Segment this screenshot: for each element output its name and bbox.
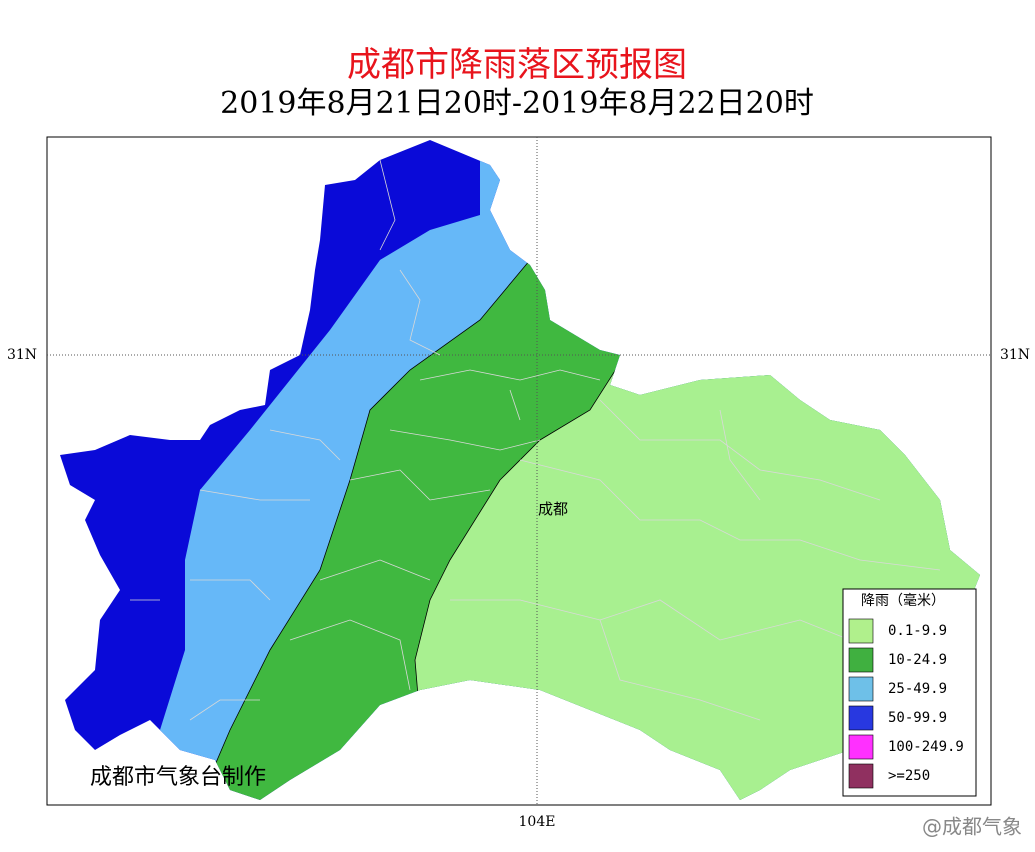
lat-label-left: 31N: [7, 347, 37, 363]
city-label: 成都: [538, 500, 568, 518]
watermark: @成都气象: [922, 815, 1022, 839]
legend-label: 0.1-9.9: [888, 623, 947, 639]
legend-label: 100-249.9: [888, 739, 964, 755]
title: 成都市降雨落区预报图: [347, 45, 687, 85]
legend-swatch: [848, 705, 874, 731]
legend-label: 50-99.9: [888, 710, 947, 726]
credit: 成都市气象台制作: [90, 765, 266, 790]
legend-title: 降雨（毫米）: [861, 592, 945, 609]
legend-label: >=250: [888, 768, 930, 784]
legend-swatch: [848, 647, 874, 673]
legend-swatch: [848, 676, 874, 702]
legend-swatch: [848, 763, 874, 789]
map-frame: [46, 136, 992, 806]
lat-label-right: 31N: [1000, 347, 1030, 363]
district-borders: [130, 159, 941, 721]
lon-label: 104E: [519, 814, 556, 830]
legend-swatch: [848, 618, 874, 644]
legend: 降雨（毫米） 0.1-9.9 10-24.9 25-49.9 50-99.9 100-2…: [842, 588, 977, 797]
legend-label: 10-24.9: [888, 652, 947, 668]
subtitle: 2019年8月21日20时-2019年8月22日20时: [220, 86, 814, 121]
legend-swatch: [848, 734, 874, 760]
legend-label: 25-49.9: [888, 681, 947, 697]
